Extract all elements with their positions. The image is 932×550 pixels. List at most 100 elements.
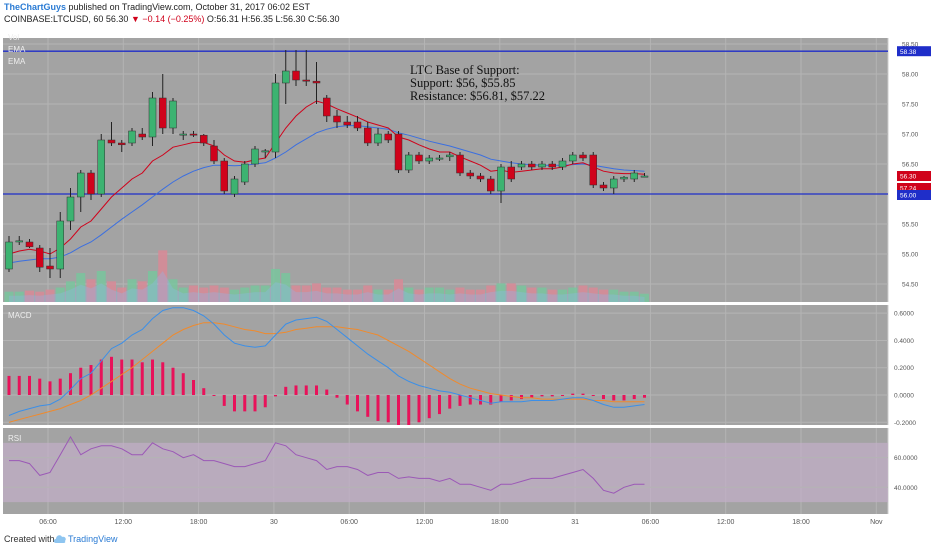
volume-bar [486,285,496,302]
chart-area[interactable]: 06:00 12:00 18:00 30 06:00 12:00 18:00 31 06:00 1… [0,28,932,528]
volume-bar [455,287,465,302]
candle-up [610,178,618,189]
candle-up [620,176,628,180]
macd-histogram-bar [571,393,575,395]
time-tick-label: 18:00 [491,519,509,526]
price-axis-badge [897,190,931,200]
macd-histogram-bar [181,373,185,395]
candle-up [446,154,454,158]
candle-down [384,133,392,141]
candle-down [159,97,167,129]
price-axis-badge [897,46,931,57]
volume-bar [127,279,137,302]
macd-histogram-bar [335,395,339,398]
volume-bar [506,283,516,302]
macd-histogram-bar [499,395,503,402]
macd-tick-label: 0.4000 [894,338,914,345]
candle-down [292,70,300,81]
volume-bar [148,271,157,302]
candle-up [5,241,13,270]
candle-down [466,172,474,177]
candle-down [200,134,208,144]
price-axis-badge-label: 56.00 [900,193,917,200]
price-tick-label: 54.50 [902,282,919,289]
volume-bar [281,273,291,302]
macd-histogram-bar [89,365,93,395]
macd-histogram-bar [28,375,31,395]
time-tick-label: 06:00 [39,519,57,526]
volume-bar [291,285,301,302]
author-name[interactable]: TheChartGuys [4,2,67,12]
candle-up [569,154,577,162]
time-tick-label: 18:00 [792,519,810,526]
volume-bar [547,289,557,302]
candle-down [220,160,228,192]
macd-histogram-bar [161,362,165,395]
candle-down [210,145,218,162]
candle-down [312,80,321,84]
macd-histogram-bar [212,395,216,396]
macd-histogram-bar [48,381,52,395]
macd-histogram-bar [130,359,134,395]
candle-down [487,178,495,192]
header-symbol-line: COINBASE:LTCUSD, 60 56.30 ▼ −0.14 (−0.25… [4,14,340,24]
volume-bar [4,291,14,302]
time-tick-label: 06:00 [340,519,358,526]
macd-tick-label: 0.0000 [894,393,914,400]
macd-histogram-bar [591,395,595,396]
macd-histogram-bar [407,395,411,425]
candle-down [333,115,341,123]
price-axis-badge-label: 58.38 [900,49,917,56]
candle-down [138,133,146,138]
volume-bar [312,283,321,302]
volume-bar [568,287,578,302]
macd-histogram-bar [458,395,462,406]
time-tick-label: 12:00 [115,519,133,526]
macd-histogram-bar [222,395,226,406]
chart-header: TheChartGuys published on TradingView.co… [0,0,932,28]
candle-down [189,133,198,136]
macd-histogram-bar [69,373,72,395]
volume-bar [230,289,239,302]
macd-histogram-bar [79,367,83,395]
volume-bar [35,291,45,302]
macd-histogram-bar [38,378,42,395]
candle-down [46,265,54,270]
volume-bar [271,268,280,302]
rsi-indicator-label: RSI [8,434,22,443]
candle-up [15,240,23,243]
time-tick-label: 30 [270,519,278,526]
volume-bar [137,281,147,302]
price-tick-label: 57.00 [902,132,919,139]
volume-bar [14,291,24,302]
volume-bar [25,290,34,302]
macd-histogram-bar [110,356,113,395]
volume-average-area [9,271,645,302]
volume-bar [476,289,485,302]
volume-bar [260,285,270,302]
volume-bar [353,289,362,302]
volume-bar [517,285,526,302]
volume-bar [107,281,116,302]
macd-histogram-bar [345,395,349,405]
published-info: published on TradingView.com, October 31… [68,2,311,12]
macd-tick-label: 0.2000 [894,365,914,372]
volume-bar [558,289,567,302]
macd-histogram-bar [120,359,124,395]
macd-histogram-bar [17,375,21,395]
time-tick-label: 12:00 [416,519,434,526]
candle-down [353,121,362,129]
macd-histogram-bar [202,388,206,395]
tradingview-link[interactable]: TradingView [68,534,118,544]
volume-bar [168,279,178,302]
candle-up [558,160,567,168]
macd-histogram-bar [509,395,513,401]
candle-up [251,148,259,165]
time-tick-label: Nov [870,519,883,526]
volume-bar [342,289,352,302]
price-tick-label: 58.50 [902,42,919,49]
volume-bar [45,289,55,302]
macd-tick-label: 0.6000 [894,311,914,318]
rsi-tick-label: 60.0000 [894,455,918,462]
macd-histogram-bar [253,395,257,412]
